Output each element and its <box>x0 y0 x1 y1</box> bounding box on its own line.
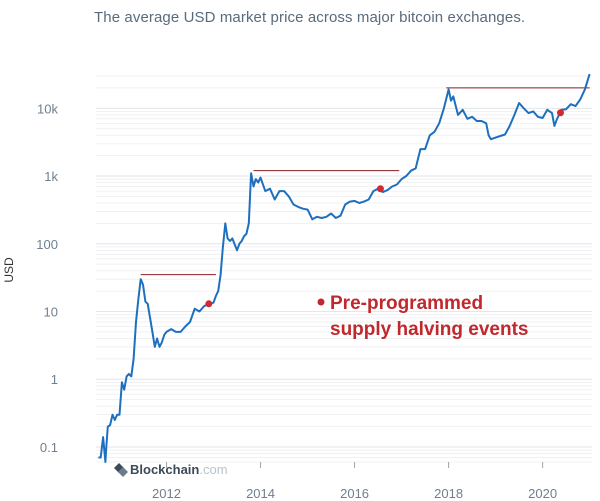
y-tick-label: 10 <box>44 305 58 320</box>
chart-subtitle: The average USD market price across majo… <box>94 9 526 26</box>
y-tick-label: 100 <box>36 237 58 252</box>
annotation-bullet <box>317 298 325 306</box>
x-tick-label: 2018 <box>434 486 463 501</box>
x-tick-label: 2020 <box>528 486 557 501</box>
annotation: Pre-programmed supply halving events <box>317 293 529 340</box>
gridlines <box>96 75 592 463</box>
y-tick-label: 10k <box>37 101 58 116</box>
y-tick-label: 1k <box>44 169 58 184</box>
x-tick-label: 2016 <box>340 486 369 501</box>
halving-level-lines <box>140 87 590 276</box>
y-tick-label: 0.1 <box>40 440 58 455</box>
annotation-line-2: supply halving events <box>330 319 529 340</box>
svg-text:Blockchain.com: Blockchain.com <box>130 462 228 477</box>
y-tick-label: 1 <box>51 372 58 387</box>
halving-marker <box>557 109 565 117</box>
annotation-line-1: Pre-programmed <box>330 293 483 314</box>
y-axis-label: USD <box>2 257 16 283</box>
watermark-brand: Blockchain <box>130 462 199 477</box>
x-tick-label: 2014 <box>246 486 275 501</box>
watermark-suffix: .com <box>199 462 227 477</box>
price-series-line <box>98 73 591 463</box>
halving-marker <box>376 185 384 193</box>
blockchain-logo-icon <box>114 463 128 477</box>
x-tick-label: 2012 <box>152 486 181 501</box>
blockchain-watermark: Blockchain.com <box>114 462 228 477</box>
halving-markers <box>205 109 565 308</box>
y-tick-labels: 0.1 1 10 100 1k 10k <box>36 101 58 455</box>
halving-marker <box>205 300 213 308</box>
x-tick-labels: 2012 2014 2016 2018 2020 <box>152 462 557 501</box>
